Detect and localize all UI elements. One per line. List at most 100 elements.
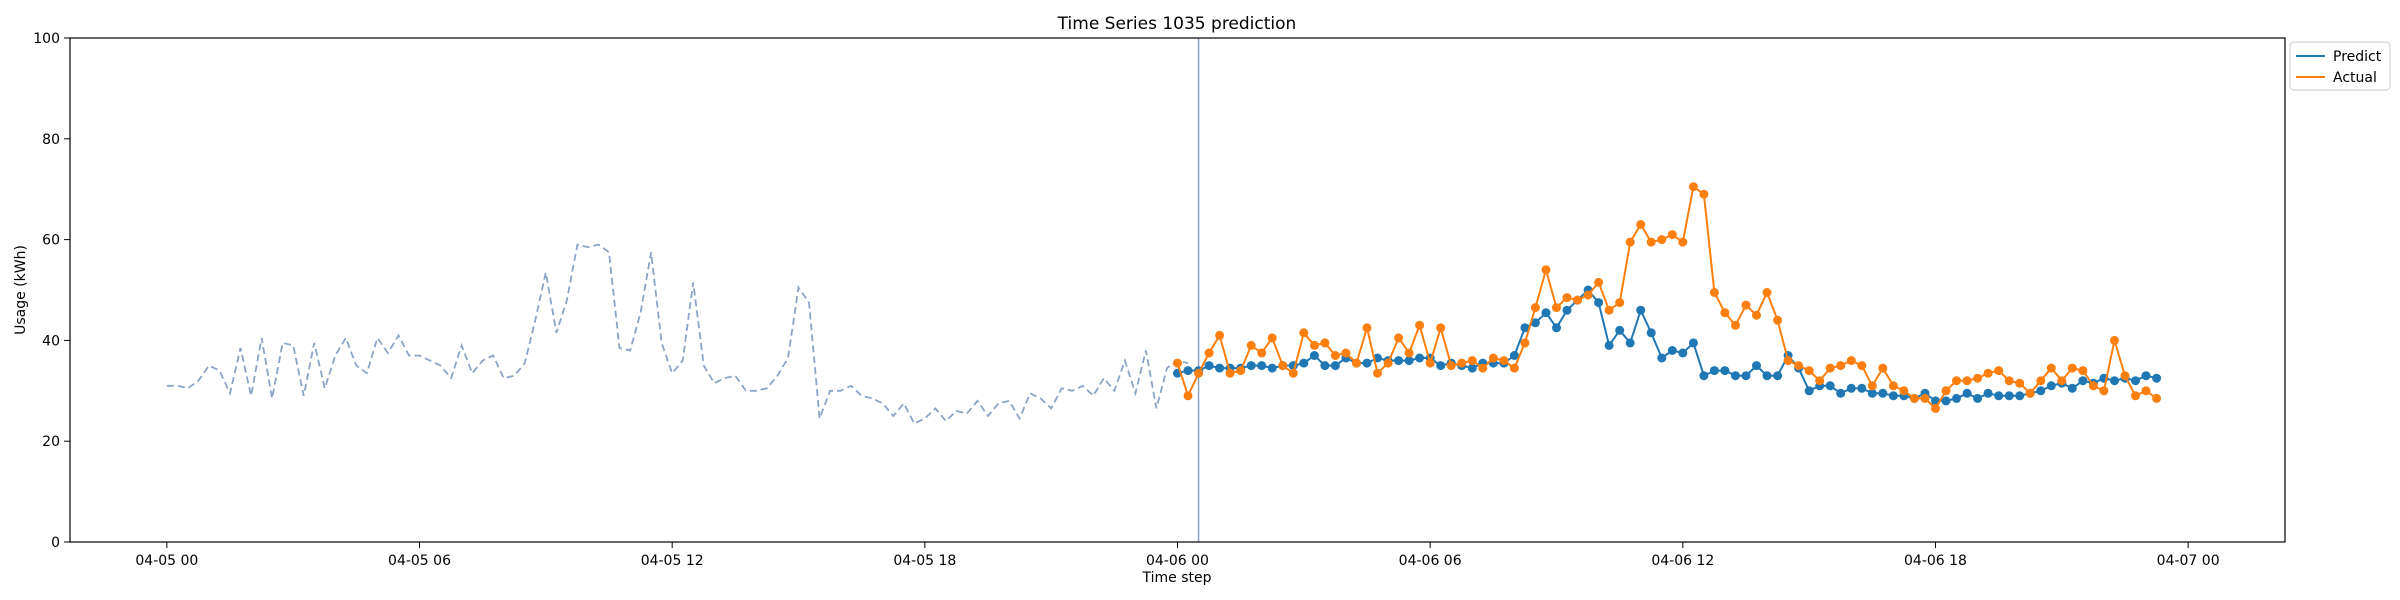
actual-point <box>1215 330 1225 340</box>
predict-point <box>2004 391 2014 401</box>
predict-point <box>1804 386 1814 396</box>
predict-point <box>1878 388 1888 398</box>
actual-point <box>1836 361 1846 371</box>
predict-point <box>1415 353 1425 363</box>
actual-point <box>2057 376 2067 386</box>
actual-point <box>1267 333 1277 343</box>
chart-title: Time Series 1035 prediction <box>1057 14 1297 34</box>
actual-point <box>1520 338 1530 348</box>
predict-point <box>1646 328 1656 338</box>
predict-point <box>1657 353 1667 363</box>
actual-point <box>1288 368 1298 378</box>
actual-point <box>1952 376 1961 386</box>
predict-point <box>2152 373 2162 383</box>
actual-point <box>2078 366 2088 376</box>
actual-point <box>1920 393 1930 403</box>
predict-line <box>1177 288 2157 402</box>
actual-point <box>1909 393 1919 403</box>
predict-point <box>1762 371 1772 381</box>
predict-point <box>1941 396 1951 406</box>
predict-point <box>1846 383 1856 393</box>
predict-point <box>1741 371 1751 381</box>
predict-point <box>2015 391 2025 401</box>
actual-point <box>1552 303 1561 313</box>
actual-point <box>1499 356 1509 366</box>
actual-line <box>1176 184 2158 410</box>
actual-point <box>1931 403 1940 413</box>
predict-point <box>1888 391 1898 401</box>
actual-point <box>1362 323 1372 333</box>
predict-point <box>1541 308 1551 318</box>
actual-point <box>1899 386 1909 396</box>
predict-point <box>1825 381 1835 391</box>
actual-point <box>1636 220 1646 229</box>
actual-point <box>1604 305 1614 315</box>
actual-point <box>1425 358 1435 368</box>
actual-point <box>2099 386 2109 396</box>
predict-point <box>1320 361 1330 371</box>
actual-point <box>2120 371 2130 381</box>
y-tick-label: 80 <box>42 132 60 148</box>
actual-point <box>1530 303 1540 313</box>
actual-point <box>1573 295 1582 305</box>
predict-point <box>1309 351 1319 360</box>
predict-point <box>1183 366 1193 376</box>
predict-point <box>1552 323 1561 333</box>
actual-point <box>1541 265 1551 275</box>
actual-point <box>1383 358 1393 368</box>
actual-point <box>1709 288 1719 297</box>
predict-point <box>1867 388 1877 398</box>
actual-point <box>2025 388 2035 398</box>
actual-point <box>1225 368 1235 378</box>
actual-point <box>1720 308 1730 318</box>
actual-point <box>1404 348 1414 358</box>
predict-point <box>1467 363 1477 373</box>
actual-point <box>1888 381 1898 391</box>
predict-point <box>1973 393 1983 403</box>
actual-point <box>1994 366 2004 376</box>
actual-point <box>1583 290 1593 300</box>
actual-point <box>1646 237 1656 247</box>
actual-point <box>1962 376 1972 386</box>
actual-point <box>1488 353 1498 363</box>
actual-point <box>1815 376 1825 386</box>
predict-point <box>1604 340 1614 350</box>
predict-point <box>1857 383 1867 393</box>
legend-label-predict: Predict <box>2333 49 2382 65</box>
actual-point <box>1941 386 1951 396</box>
actual-point <box>1246 340 1256 350</box>
actual-point <box>1236 366 1246 376</box>
actual-point <box>1415 320 1425 330</box>
actual-point <box>1804 366 1814 376</box>
predict-point <box>1678 348 1688 358</box>
actual-point <box>1794 361 1804 371</box>
actual-point <box>1731 320 1740 330</box>
y-tick-label: 0 <box>51 535 60 551</box>
actual-point <box>1615 298 1625 308</box>
y-tick-label: 100 <box>33 31 60 47</box>
actual-point <box>1373 368 1382 378</box>
plot-area <box>166 38 2162 542</box>
actual-point <box>1394 333 1404 343</box>
predict-point <box>1625 338 1635 348</box>
predict-point <box>1952 393 1961 403</box>
actual-point <box>1457 358 1467 368</box>
actual-point <box>1436 323 1446 333</box>
predict-point <box>1688 338 1698 348</box>
y-tick-label: 20 <box>42 434 60 450</box>
x-tick-label: 04-06 12 <box>1651 553 1714 569</box>
predict-point <box>2110 376 2119 386</box>
actual-point <box>1741 300 1751 310</box>
actual-point <box>1309 340 1319 350</box>
predict-point <box>1530 318 1540 328</box>
predict-point <box>1394 356 1404 366</box>
actual-point <box>1878 363 1888 373</box>
predict-point <box>2078 376 2088 386</box>
actual-point <box>1257 348 1267 358</box>
predict-point <box>1404 356 1414 366</box>
actual-point <box>2110 335 2119 345</box>
axis-ticks: 0 20 40 60 80 100 04-05 00 04-05 06 04-05 12 04-0… <box>33 31 2219 569</box>
predict-point <box>1299 358 1309 368</box>
actual-point <box>1341 348 1351 358</box>
actual-point <box>1562 293 1572 303</box>
